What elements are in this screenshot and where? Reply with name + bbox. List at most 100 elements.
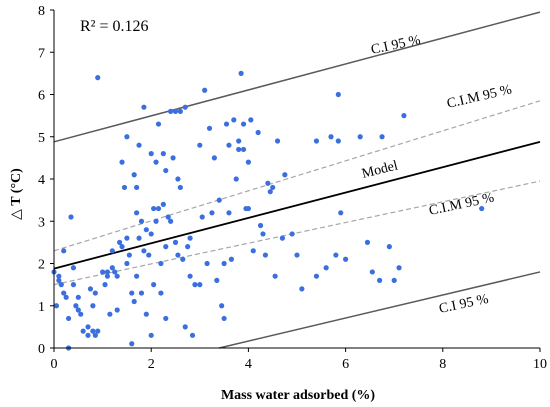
annotation-cim-upper: C.I.M 95 % <box>446 82 514 112</box>
x-tick-label: 4 <box>245 357 252 372</box>
cim-upper-line <box>53 100 541 252</box>
ci-lower-line <box>219 271 541 349</box>
data-point <box>102 282 108 288</box>
data-point <box>248 117 254 123</box>
data-point <box>124 235 130 241</box>
data-point <box>240 121 247 127</box>
data-point <box>364 239 371 245</box>
data-point <box>211 155 217 161</box>
data-point <box>90 328 96 334</box>
data-point <box>338 210 344 216</box>
y-tick-label: 2 <box>38 258 45 273</box>
data-point <box>75 307 81 313</box>
data-point <box>272 273 278 279</box>
data-point <box>313 273 320 279</box>
data-point <box>177 184 183 191</box>
data-point <box>129 341 135 347</box>
data-point <box>265 180 271 186</box>
y-axis-title: △ T (°C) <box>9 168 24 220</box>
cim-lower-line <box>53 180 541 286</box>
data-point <box>163 167 169 174</box>
data-point <box>165 214 171 220</box>
data-point <box>250 248 256 254</box>
data-point <box>396 265 402 271</box>
data-point <box>187 273 193 279</box>
data-point <box>85 332 91 338</box>
data-point <box>75 294 81 300</box>
annotation-cim-lower: C.I.M 95 % <box>428 190 496 218</box>
annotation-ci-upper: C.I 95 % <box>370 33 423 58</box>
data-point <box>70 282 77 288</box>
data-point <box>299 286 305 292</box>
data-point <box>226 210 232 216</box>
data-point <box>136 235 142 241</box>
data-point <box>401 113 407 119</box>
data-point <box>175 252 181 258</box>
data-point <box>124 134 130 140</box>
data-point <box>479 205 485 212</box>
data-point <box>260 231 266 237</box>
data-point <box>56 277 62 283</box>
x-tick-label: 10 <box>533 357 547 372</box>
data-point <box>73 303 79 309</box>
data-point <box>155 205 162 212</box>
data-point <box>141 104 147 110</box>
data-point <box>126 252 132 258</box>
x-tick-label: 6 <box>342 357 349 372</box>
annotation-model: Model <box>360 158 399 181</box>
data-point <box>151 282 157 288</box>
y-tick-label: 1 <box>38 300 45 315</box>
data-point <box>187 235 193 241</box>
data-point <box>386 244 392 250</box>
data-point <box>343 256 349 262</box>
data-point <box>158 290 164 296</box>
data-point <box>119 159 125 165</box>
data-point <box>185 244 191 250</box>
y-tick-label: 0 <box>38 342 45 357</box>
data-point <box>236 146 242 153</box>
data-point <box>262 252 269 258</box>
data-point <box>192 282 198 288</box>
data-point <box>255 129 261 136</box>
data-point <box>148 332 154 338</box>
data-point <box>168 108 174 114</box>
data-point <box>104 273 111 279</box>
data-point <box>95 75 101 81</box>
data-point <box>221 315 227 322</box>
data-point <box>131 298 137 305</box>
data-point <box>155 121 162 127</box>
data-point <box>143 311 149 317</box>
data-point <box>68 214 74 220</box>
data-point <box>177 108 183 114</box>
data-point <box>163 244 169 250</box>
data-point <box>182 324 188 330</box>
data-point <box>236 138 242 144</box>
data-point <box>357 134 363 140</box>
data-point <box>199 214 205 220</box>
data-point <box>209 210 215 216</box>
data-point <box>121 184 128 191</box>
data-point <box>109 265 115 271</box>
axis-ticks: 0 2 4 6 8 10 0 1 2 3 4 5 6 7 8 <box>38 4 547 372</box>
data-point <box>223 121 230 127</box>
annotation-ci-lower: C.I 95 % <box>438 292 491 317</box>
data-point <box>114 273 120 279</box>
data-point <box>153 218 159 224</box>
y-tick-label: 8 <box>38 4 45 19</box>
data-point <box>134 210 140 216</box>
plot-area: 0 2 4 6 8 10 0 1 2 3 4 5 6 7 8 <box>38 4 547 372</box>
data-point <box>377 277 383 283</box>
data-point <box>170 155 176 161</box>
data-point <box>138 290 145 296</box>
data-point <box>175 176 181 182</box>
data-point <box>78 311 84 317</box>
data-point <box>233 176 239 182</box>
y-tick-label: 7 <box>38 46 45 61</box>
data-point <box>279 235 286 241</box>
data-point <box>138 218 145 224</box>
data-point <box>143 227 149 233</box>
data-point <box>180 256 186 262</box>
data-point <box>90 303 96 309</box>
data-point <box>238 70 244 76</box>
